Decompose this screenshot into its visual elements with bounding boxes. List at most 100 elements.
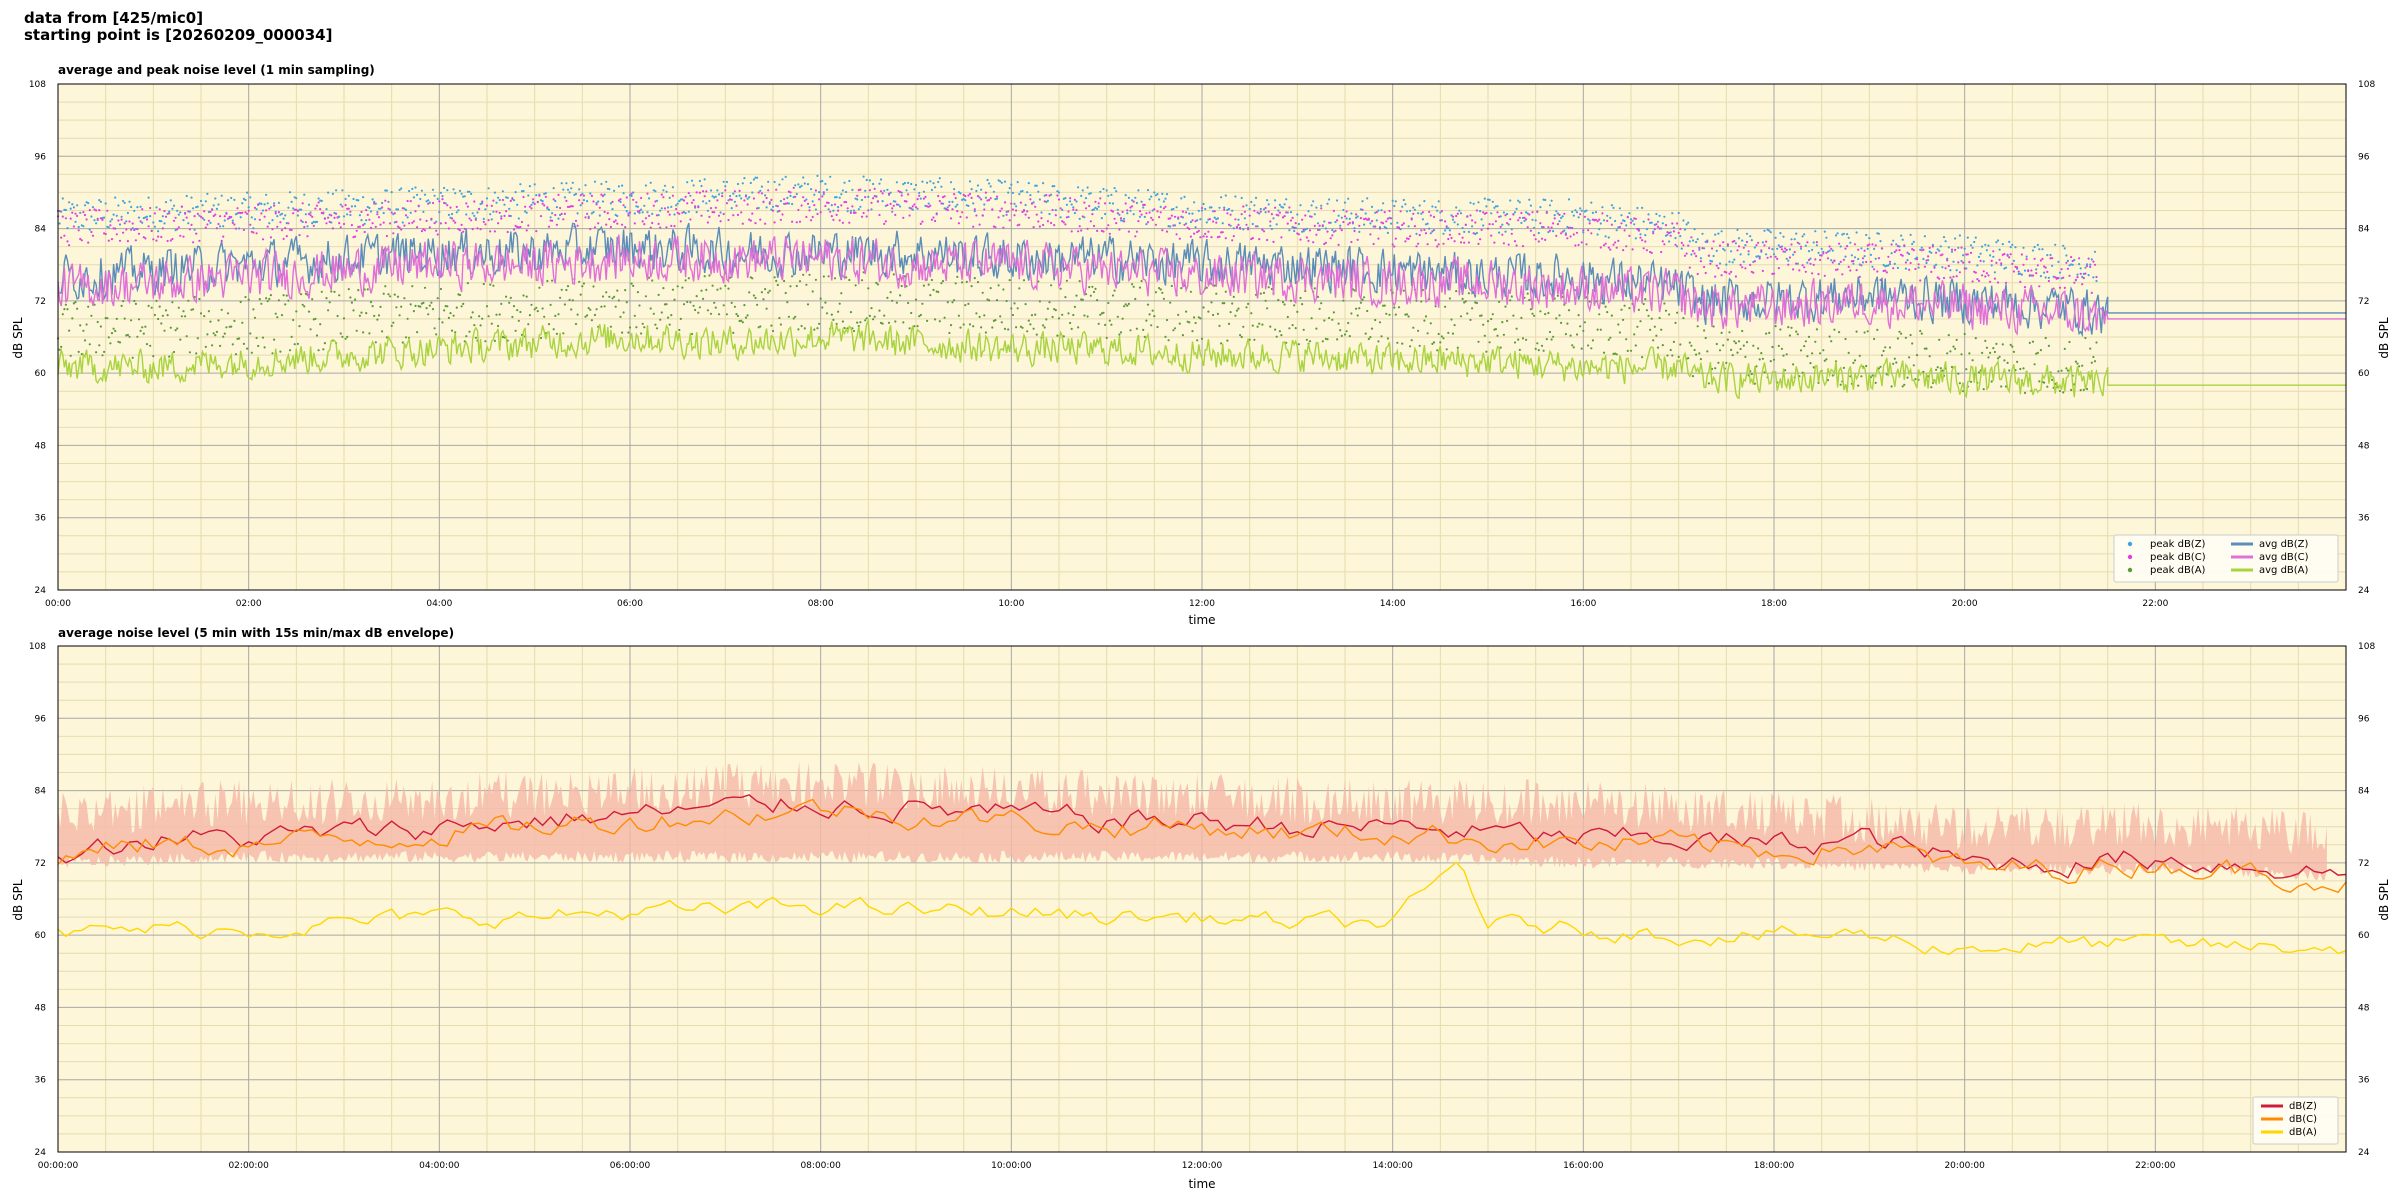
chart1-peak-dot [951,301,954,304]
chart1-peak-dot [797,208,800,212]
chart1-peak-dot [1502,211,1505,214]
chart1-peak-dot [1946,352,1949,355]
chart1-peak-dot [385,336,388,339]
chart1-peak-dot [1294,327,1297,330]
chart1-peak-dot [1337,214,1340,217]
chart1-peak-dot [1548,330,1552,334]
chart1-peak-dot [1111,210,1115,213]
chart1-peak-dot [830,215,833,218]
chart1-peak-dot [1604,242,1607,245]
chart1-peak-dot [1955,275,1958,278]
chart1-peak-dot [716,189,719,192]
chart1-peak-dot [484,340,487,343]
chart1-peak-dot [244,295,247,299]
chart1-peak-dot [68,329,71,332]
chart1-peak-dot [640,332,643,335]
chart1-peak-dot [1671,354,1674,357]
chart1-peak-dot [79,211,82,214]
chart1-peak-dot [1002,226,1005,229]
chart1-peak-dot [1846,233,1849,236]
chart1-peak-dot [419,305,422,308]
chart1-peak-dot [1104,323,1107,326]
chart1-peak-dot [1293,226,1296,229]
chart1-peak-dot [1947,246,1950,249]
chart1-peak-dot [2085,263,2089,266]
chart1-peak-dot [919,197,922,200]
chart1-peak-dot [1307,239,1310,242]
chart1-peak-dot [1730,270,1733,273]
chart1-peak-dot [811,200,814,203]
chart1-peak-dot [1126,209,1129,212]
chart1-peak-dot [711,211,714,214]
chart1-peak-dot [2012,270,2015,273]
chart1-peak-dot [2003,252,2006,256]
chart1-peak-dot [384,189,387,192]
chart1-peak-dot [1019,201,1023,204]
chart1-peak-dot [711,284,714,287]
chart1-peak-dot [578,280,581,283]
chart1-peak-dot [99,200,102,203]
chart1-peak-dot [822,275,825,278]
chart1-peak-dot [161,227,164,230]
chart1-peak-dot [676,202,679,205]
chart1-peak-dot [1888,260,1892,263]
chart1-peak-dot [2038,380,2041,383]
chart1-peak-dot [258,298,261,301]
chart2-legend-label: dB(A) [2289,1127,2317,1138]
chart1-peak-dot [841,189,845,192]
chart1-peak-dot [1143,203,1146,206]
chart1-peak-dot [1043,200,1046,203]
chart1-peak-dot [1475,231,1478,235]
chart1-peak-dot [1533,314,1536,317]
chart1-peak-dot [376,210,379,214]
chart1-peak-dot [1749,235,1752,238]
chart1-peak-dot [1668,231,1671,235]
chart1-peak-dot [1399,228,1402,231]
chart1-peak-dot [1226,208,1229,212]
chart1-peak-dot [625,196,628,199]
chart1-peak-dot [1331,234,1334,237]
chart1-peak-dot [783,202,786,205]
chart1-peak-dot [501,198,504,202]
chart1-peak-dot [1232,235,1235,238]
chart1-peak-dot [152,221,155,224]
chart1-peak-dot [171,237,174,241]
chart1-peak-dot [1695,240,1698,244]
chart1-peak-dot [1550,226,1553,229]
chart1-peak-dot [1040,217,1043,220]
chart1-peak-dot [1625,338,1628,341]
chart1-peak-dot [1397,227,1401,230]
chart1-peak-dot [1070,230,1073,233]
chart1-peak-dot [1823,230,1826,233]
chart1-peak-dot [322,211,325,214]
chart1-peak-dot [1038,300,1041,303]
chart1-peak-dot [1685,252,1688,255]
chart1-peak-dot [870,201,873,204]
chart1-peak-dot [1234,314,1237,317]
chart1-peak-dot [1374,318,1377,322]
chart1-peak-dot [713,211,716,214]
chart1-peak-dot [1895,249,1898,252]
chart1-peak-dot [269,236,272,239]
chart1-peak-dot [1382,222,1385,225]
chart1-peak-dot [2012,350,2015,353]
chart1-peak-dot [1485,205,1488,208]
chart1-peak-dot [1486,320,1490,323]
chart1-peak-dot [1305,338,1308,341]
chart1-peak-dot [1274,206,1277,209]
chart1-peak-dot [1547,231,1550,234]
chart1-peak-dot [1930,270,1933,273]
chart1-peak-dot [126,333,129,337]
chart1-peak-dot [926,319,929,322]
chart1-peak-dot [1825,251,1828,254]
chart1-peak-dot [988,182,991,185]
chart1-peak-series-1 [56,186,2098,294]
chart1-peak-dot [1280,236,1283,239]
chart1-peak-dot [484,223,487,226]
chart1-peak-dot [1626,349,1629,352]
chart1-peak-dot [369,226,373,229]
chart1-peak-dot [382,211,385,215]
chart1-peak-dot [1237,218,1240,221]
chart1-peak-dot [2016,360,2019,363]
chart1-peak-dot [1361,298,1364,301]
